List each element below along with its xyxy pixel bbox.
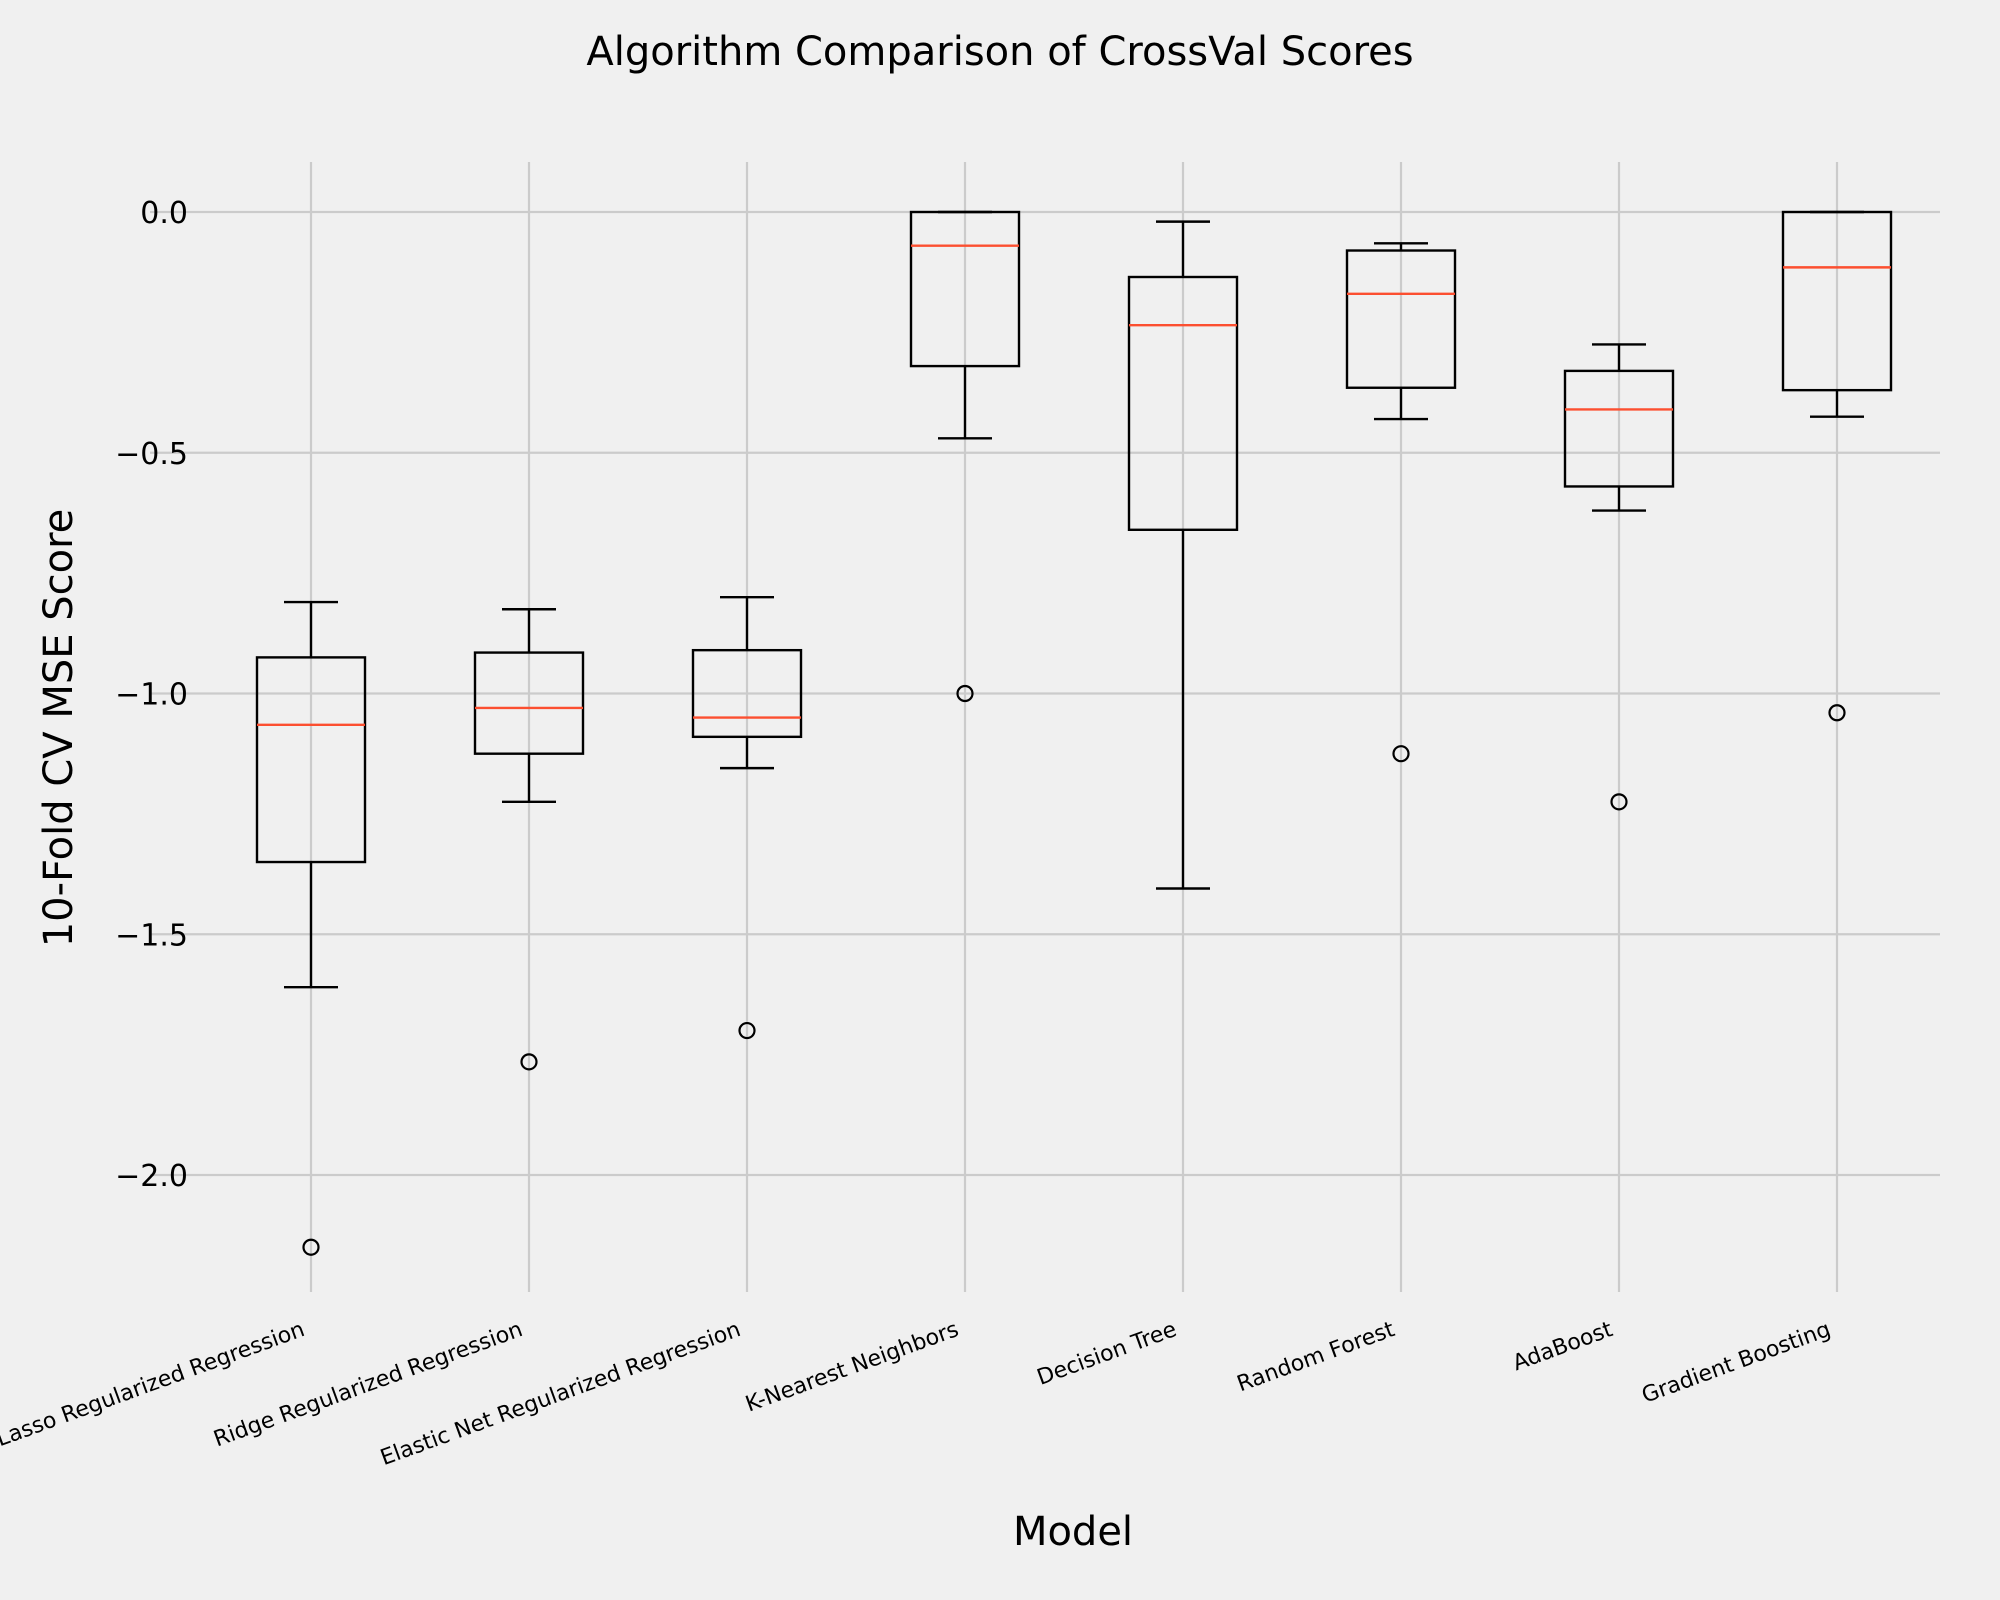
iqr-box	[909, 210, 1021, 368]
iqr-box	[473, 651, 585, 755]
outlier-point	[1392, 745, 1410, 763]
grid-layer	[150, 162, 1940, 1292]
boxes-layer	[255, 210, 1893, 1256]
x-tick-label: Gradient Boosting	[1639, 1317, 1834, 1409]
x-tick-label: Random Forest	[1234, 1317, 1399, 1397]
chart-title: Algorithm Comparison of CrossVal Scores	[586, 29, 1413, 75]
outlier-point	[520, 1053, 538, 1071]
y-tick-label: −1.5	[115, 918, 188, 953]
iqr-box	[691, 648, 803, 739]
y-tick-label: −1.0	[115, 678, 188, 713]
iqr-box	[1345, 249, 1457, 389]
box-3	[909, 210, 1021, 703]
iqr-box	[1127, 275, 1239, 531]
y-tick-label: −0.5	[115, 437, 188, 472]
y-tick-label: 0.0	[140, 196, 188, 231]
box-4	[1127, 220, 1239, 890]
iqr-box	[1781, 210, 1893, 392]
x-tick-label: K-Nearest Neighbors	[742, 1317, 962, 1417]
outlier-point	[956, 684, 974, 703]
box-5	[1345, 242, 1457, 763]
outlier-point	[302, 1238, 320, 1256]
box-1	[473, 608, 585, 1071]
outlier-point	[1828, 704, 1846, 722]
x-tick-label: Elastic Net Regularized Regression	[377, 1317, 744, 1471]
box-0	[255, 600, 367, 1256]
x-tick-label: AdaBoost	[1510, 1317, 1617, 1376]
y-tick-labels: 0.0 −0.5 −1.0 −1.5 −2.0	[115, 196, 188, 1194]
outlier-point	[738, 1021, 756, 1040]
x-axis-label: Model	[1013, 1509, 1133, 1555]
y-tick-label: −2.0	[115, 1159, 188, 1194]
box-2	[691, 596, 803, 1040]
x-tick-label: Decision Tree	[1034, 1317, 1180, 1391]
iqr-box	[255, 656, 367, 864]
outlier-point	[1610, 793, 1628, 811]
box-7	[1781, 210, 1893, 722]
y-axis-label: 10-Fold CV MSE Score	[36, 509, 82, 948]
box-6	[1563, 343, 1675, 811]
iqr-box	[1563, 369, 1675, 488]
